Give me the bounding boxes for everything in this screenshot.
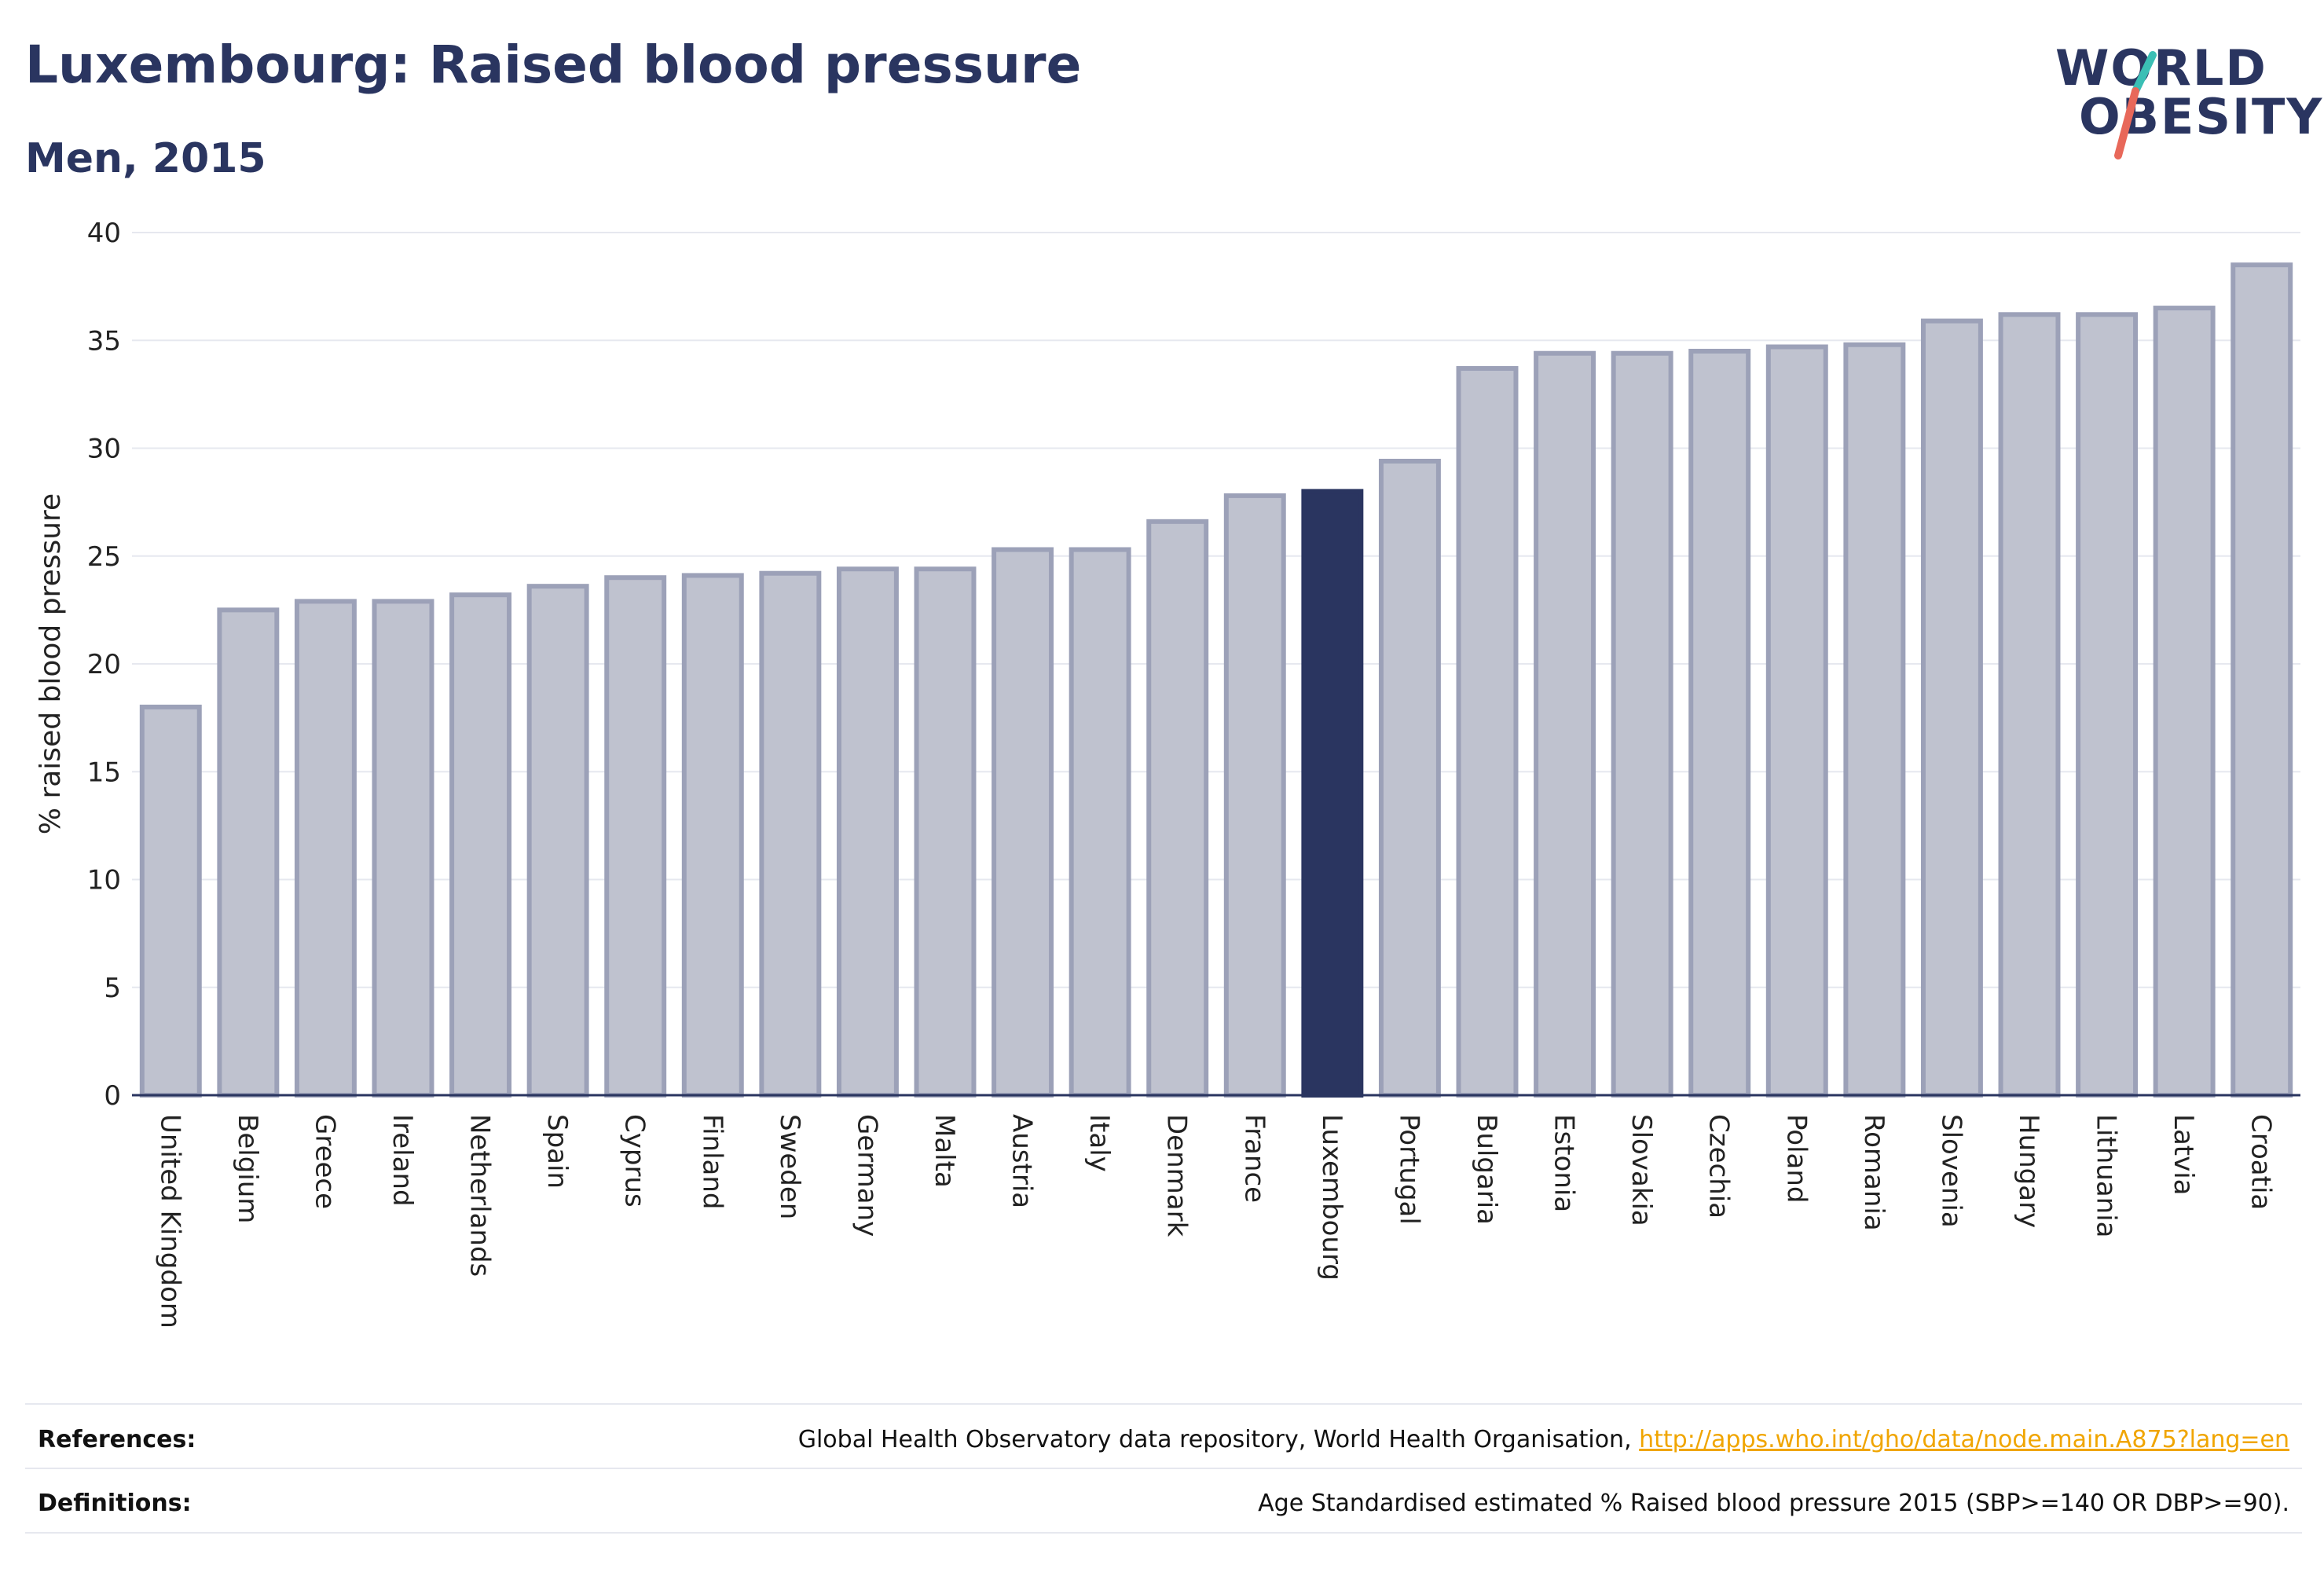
x-tick-label: Romania [1858, 1114, 1890, 1231]
chart-title: Luxembourg: Raised blood pressure [25, 35, 1082, 95]
x-tick-label: Bulgaria [1471, 1114, 1502, 1225]
logo-line-2: OBESITY [2079, 88, 2324, 145]
logo-slash-icon [2114, 51, 2157, 159]
x-tick-label: Cyprus [619, 1114, 651, 1208]
bar [1146, 519, 1209, 1098]
bar [681, 573, 744, 1098]
x-tick-label: Malta [929, 1114, 960, 1188]
bar [836, 566, 899, 1098]
chart-subtitle: Men, 2015 [25, 135, 266, 182]
definitions-label: Definitions: [38, 1490, 192, 1517]
references-link[interactable]: http://apps.who.int/gho/data/node.main.A… [1639, 1426, 2289, 1453]
x-tick-label: Estonia [1549, 1114, 1580, 1212]
bar [992, 547, 1054, 1098]
x-tick-label: France [1238, 1114, 1270, 1203]
bar [449, 592, 512, 1098]
footer-divider-top [25, 1403, 2302, 1405]
bar [2153, 306, 2216, 1098]
y-tick-label: 40 [87, 218, 121, 249]
x-tick-label: Slovakia [1626, 1114, 1657, 1226]
x-tick-label: Ireland [387, 1114, 418, 1207]
x-tick-label: Finland [696, 1114, 728, 1210]
bar [759, 570, 822, 1098]
references-label: References: [38, 1426, 196, 1453]
x-tick-label: Germany [851, 1114, 882, 1237]
bar [1920, 318, 1983, 1098]
x-tick-label: Slovenia [1935, 1114, 1967, 1228]
x-tick-label: Portugal [1393, 1114, 1424, 1225]
x-tick-label: Lithuania [2091, 1114, 2122, 1237]
references-text: Global Health Observatory data repositor… [797, 1426, 1640, 1453]
x-tick-label: Belgium [232, 1114, 263, 1223]
definitions-value: Age Standardised estimated % Raised bloo… [1258, 1490, 2289, 1517]
y-tick-label: 5 [104, 973, 121, 1004]
bar [217, 607, 280, 1098]
bar [2231, 262, 2293, 1098]
bar [372, 599, 434, 1098]
world-obesity-logo: WORLD OBESITY [2043, 24, 2322, 165]
x-tick-label: Czechia [1703, 1114, 1735, 1219]
bar [1378, 458, 1441, 1098]
logo-line-1: WORLD [2055, 39, 2267, 97]
bar [1843, 342, 1906, 1098]
y-tick-label: 15 [87, 757, 121, 788]
x-tick-label: Denmark [1161, 1114, 1193, 1237]
x-tick-label: Croatia [2245, 1114, 2277, 1210]
x-tick-label: Greece [309, 1114, 340, 1209]
x-tick-label: Spain [541, 1114, 573, 1189]
x-tick-label: Sweden [774, 1114, 805, 1219]
bar [1456, 365, 1519, 1098]
footer-divider-middle [25, 1468, 2302, 1469]
y-tick-label: 20 [87, 649, 121, 680]
y-tick-label: 10 [87, 865, 121, 896]
bar [526, 584, 589, 1098]
bar [1765, 344, 1828, 1098]
y-tick-label: 0 [104, 1080, 121, 1112]
bar [1611, 350, 1673, 1098]
x-tick-label: Italy [1083, 1114, 1115, 1172]
bar [139, 704, 202, 1098]
bar [914, 566, 977, 1098]
bar [1301, 489, 1364, 1098]
x-tick-label: United Kingdom [154, 1114, 185, 1329]
references-value: Global Health Observatory data repositor… [798, 1426, 2289, 1453]
y-axis-title: % raised blood pressure [35, 493, 67, 834]
x-tick-label: Austria [1006, 1114, 1038, 1208]
bar [1223, 493, 1286, 1098]
x-tick-label: Poland [1780, 1114, 1812, 1204]
bar-chart: 0 5 10 15 20 25 30 35 40 % raised blood pressure U… [35, 218, 2300, 1329]
definitions-row: Definitions: Age Standardised estimated … [25, 1490, 2302, 1521]
y-tick-label: 30 [87, 434, 121, 465]
x-tick-label: Luxembourg [1316, 1114, 1347, 1281]
bar [294, 599, 357, 1098]
bar [1534, 350, 1596, 1098]
x-tick-label: Netherlands [464, 1114, 496, 1277]
x-tick-label: Hungary [2013, 1114, 2044, 1228]
bar [2076, 312, 2139, 1098]
bar [1069, 547, 1131, 1098]
footer-divider-bottom [25, 1532, 2302, 1534]
y-tick-label: 25 [87, 541, 121, 573]
bar [1688, 348, 1751, 1098]
bar [1998, 312, 2061, 1098]
references-row: References: Global Health Observatory da… [25, 1426, 2302, 1457]
bar [604, 575, 667, 1098]
x-tick-label: Latvia [2168, 1114, 2199, 1196]
y-tick-label: 35 [87, 325, 121, 357]
